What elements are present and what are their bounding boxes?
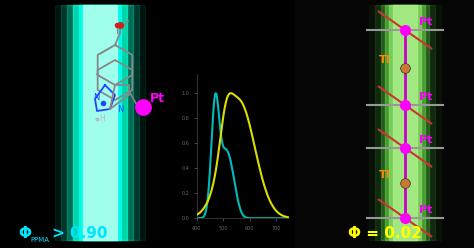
Text: Φ: Φ xyxy=(18,226,31,241)
Text: N: N xyxy=(117,105,123,114)
Text: Pt: Pt xyxy=(419,92,432,102)
Text: PPMA: PPMA xyxy=(30,237,49,243)
Bar xyxy=(67,5,133,240)
Text: Pt: Pt xyxy=(419,205,432,215)
Bar xyxy=(385,5,425,240)
Bar xyxy=(389,5,421,240)
Text: > 0.90: > 0.90 xyxy=(52,226,108,241)
Text: Φ = 0.02: Φ = 0.02 xyxy=(348,226,422,241)
Text: H: H xyxy=(99,114,105,123)
Bar xyxy=(381,5,429,240)
Bar xyxy=(369,5,441,240)
Text: Pt: Pt xyxy=(150,92,165,105)
Bar xyxy=(0,0,200,248)
Text: + Tl: + Tl xyxy=(232,80,268,98)
Bar xyxy=(73,5,127,240)
Text: Pt: Pt xyxy=(419,135,432,145)
Bar xyxy=(79,5,121,240)
Bar xyxy=(393,5,417,240)
Bar xyxy=(375,5,435,240)
Text: Tl: Tl xyxy=(379,55,391,65)
Bar xyxy=(55,5,145,240)
Text: N: N xyxy=(93,93,100,102)
Text: Tl: Tl xyxy=(379,170,391,180)
Text: Pt: Pt xyxy=(419,17,432,27)
Bar xyxy=(61,5,139,240)
Bar xyxy=(295,0,474,248)
Bar xyxy=(83,5,117,240)
